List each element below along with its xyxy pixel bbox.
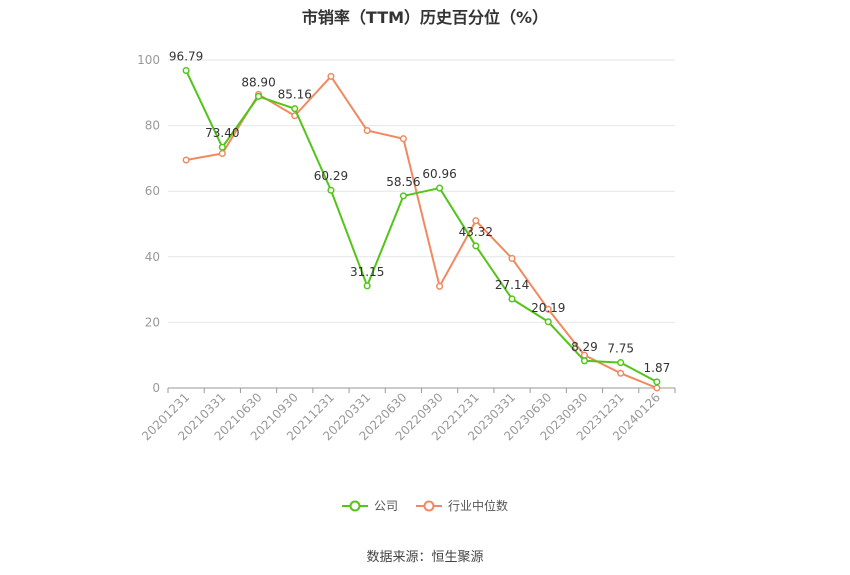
data-label: 8.29 <box>571 340 598 354</box>
data-point <box>399 192 407 200</box>
data-point <box>327 72 335 80</box>
legend: 公司 行业中位数 <box>0 497 850 514</box>
data-point <box>218 149 226 158</box>
data-point <box>472 242 480 250</box>
data-point <box>653 384 661 392</box>
chart-title: 市销率（TTM）历史百分位（%） <box>301 8 549 27</box>
data-point <box>436 184 444 192</box>
data-point <box>544 318 552 326</box>
legend-label-company: 公司 <box>373 499 398 513</box>
y-tick-label: 100 <box>137 53 160 67</box>
legend-marker-company-icon <box>341 500 368 511</box>
data-label: 20.19 <box>531 301 565 315</box>
data-point <box>472 217 480 225</box>
legend-item-company[interactable]: 公司 <box>341 497 398 514</box>
data-point <box>254 92 263 100</box>
data-label: 7.75 <box>607 342 634 356</box>
data-point <box>363 126 371 135</box>
data-point <box>436 282 444 290</box>
y-tick-label: 60 <box>145 184 160 198</box>
data-point <box>182 66 190 75</box>
data-point <box>327 186 335 194</box>
legend-marker-industry-icon <box>416 500 442 511</box>
data-label: 60.96 <box>422 167 456 181</box>
data-point <box>291 105 299 113</box>
data-point <box>363 282 371 290</box>
data-label: 31.15 <box>350 265 384 279</box>
data-label: 1.87 <box>644 361 671 375</box>
y-tick-label: 20 <box>145 315 160 329</box>
data-point <box>508 295 516 303</box>
data-label: 58.56 <box>386 175 420 189</box>
data-label: 60.29 <box>314 169 348 183</box>
data-label: 73.40 <box>205 126 239 140</box>
data-point <box>182 156 190 164</box>
y-tick-label: 0 <box>152 381 160 395</box>
data-label: 43.32 <box>459 225 493 239</box>
legend-item-industry[interactable]: 行业中位数 <box>416 497 508 514</box>
data-point <box>218 143 226 151</box>
data-point <box>544 305 552 313</box>
data-point <box>399 135 407 143</box>
data-point <box>580 357 589 365</box>
data-point <box>617 359 625 367</box>
data-label: 88.90 <box>241 75 275 89</box>
data-label: 85.16 <box>278 88 312 102</box>
y-tick-label: 40 <box>145 250 160 264</box>
data-point <box>508 254 516 262</box>
data-source: 数据来源：恒生聚源 <box>366 550 484 565</box>
series-line-0 <box>185 70 658 383</box>
data-label: 96.79 <box>169 50 203 64</box>
data-label: 27.14 <box>495 278 529 292</box>
data-point <box>617 369 625 377</box>
legend-label-industry: 行业中位数 <box>448 499 509 513</box>
data-point <box>653 378 661 386</box>
y-tick-label: 80 <box>145 119 160 133</box>
